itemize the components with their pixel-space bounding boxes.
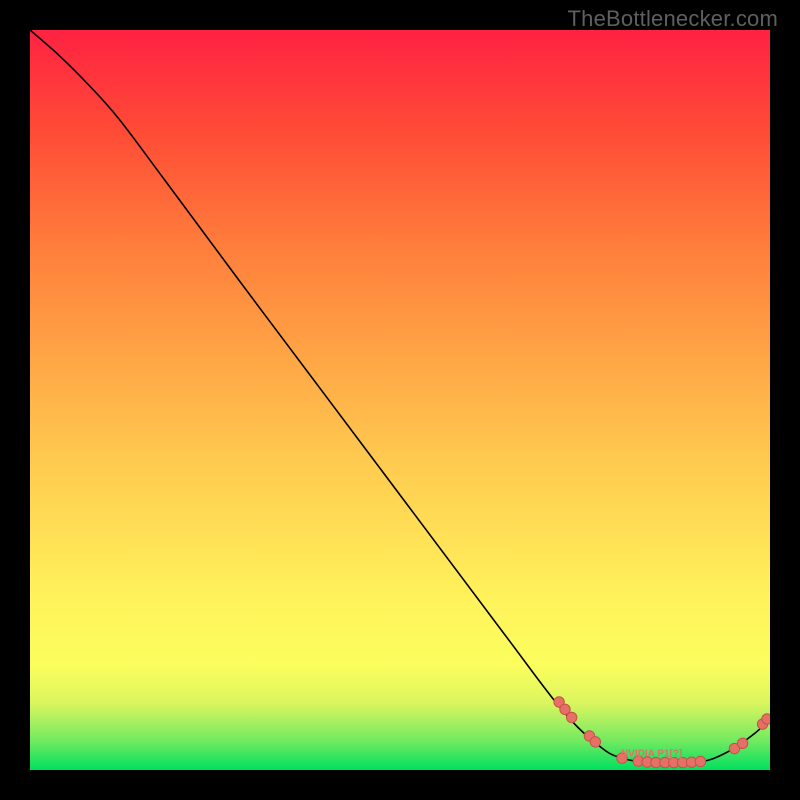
gpu-marker[interactable] [590,737,600,747]
watermark: TheBottlenecker.com [568,6,778,32]
series-label: NVIDIA P1[?] [621,749,682,760]
chart-gradient-background [30,30,770,770]
gpu-marker[interactable] [737,738,747,748]
gpu-marker[interactable] [695,756,705,766]
plot-area: NVIDIA P1[?] [30,30,772,770]
chart-svg: NVIDIA P1[?] [0,0,800,800]
gpu-marker[interactable] [566,712,576,722]
